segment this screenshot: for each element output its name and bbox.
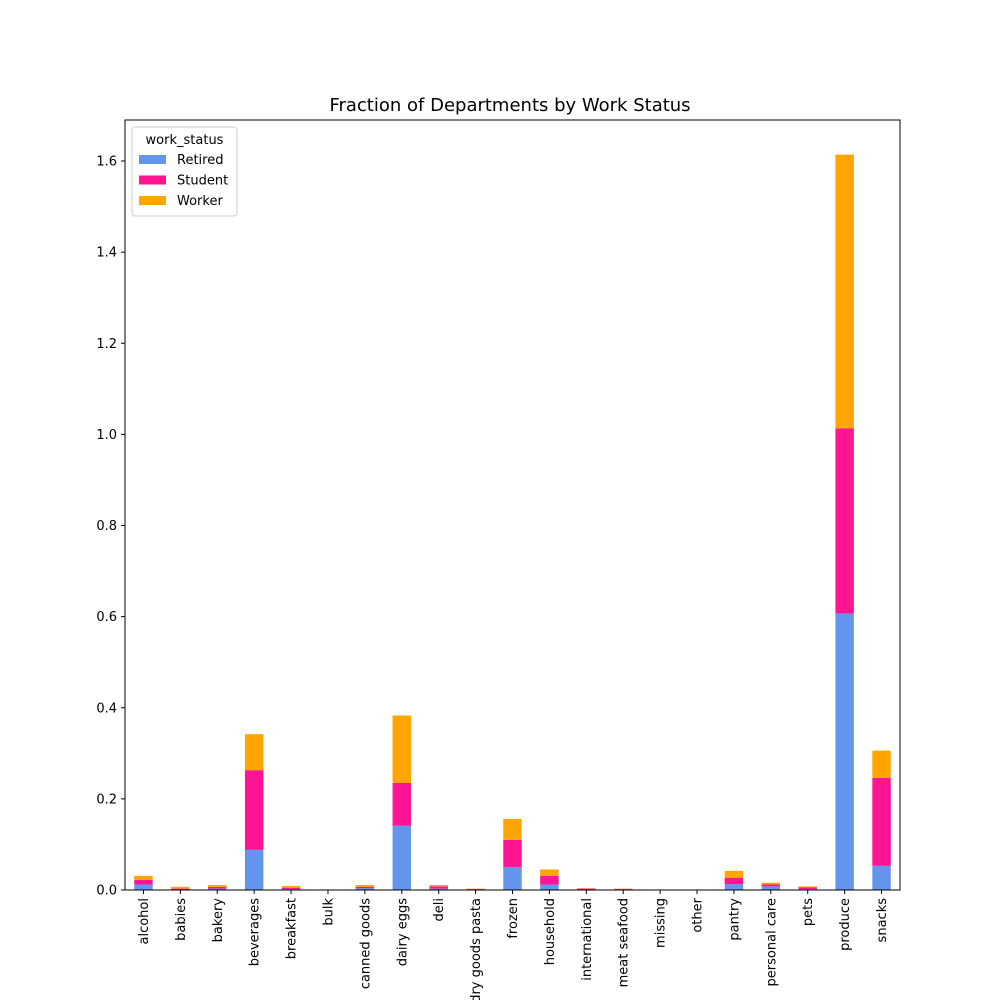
x-axis: alcohol babies bakery beverages breakfast bul…: [137, 890, 890, 1000]
x-tick-label: dry goods pasta: [469, 898, 484, 1000]
x-tick-label: dairy eggs: [395, 898, 410, 967]
bar-student-snacks: [872, 777, 891, 866]
bar-worker-produce: [835, 154, 854, 429]
x-tick-label: bakery: [211, 898, 226, 943]
y-tick-label: 1.0: [96, 428, 117, 443]
legend-title: work_status: [146, 133, 224, 148]
x-tick-label: personal care: [764, 898, 779, 986]
bar-worker-personal-care: [761, 882, 781, 885]
bar-student-pets: [798, 887, 817, 890]
bar-worker-breakfast: [281, 885, 301, 888]
bar-retired-beverages: [244, 849, 264, 890]
y-axis: 0.0 0.2 0.4 0.6 0.8 1.0 1.2 1.4 1.6: [96, 155, 125, 899]
bar-worker-dairy-eggs: [392, 715, 412, 783]
bar-retired-personal-care: [761, 886, 781, 890]
x-tick-label: babies: [174, 898, 189, 941]
legend-box: [131, 126, 238, 217]
bar-retired-household: [540, 884, 559, 890]
bar-student-breakfast: [281, 887, 301, 890]
x-tick-label: other: [691, 897, 706, 932]
plot-frame: [124, 119, 901, 891]
legend-label-retired: Retired: [177, 153, 223, 168]
x-tick-label: meat seafood: [617, 898, 632, 987]
x-tick-label: household: [543, 898, 558, 965]
y-tick-label: 0.2: [96, 792, 117, 807]
bar-student-bakery: [208, 886, 227, 889]
legend-swatch-worker: [139, 196, 166, 205]
legend-swatch-student: [139, 175, 166, 185]
bar-worker-bakery: [208, 884, 227, 887]
bar-retired-pantry: [724, 884, 744, 890]
bar-student-produce: [835, 428, 854, 614]
y-tick-label: 1.2: [96, 337, 117, 352]
x-tick-label: beverages: [248, 898, 263, 967]
bar-worker-deli: [429, 884, 448, 887]
bar-retired-dairy-eggs: [392, 825, 412, 890]
x-tick-label: canned goods: [358, 898, 373, 989]
x-tick-label: bulk: [321, 898, 336, 926]
bar-retired-bakery: [208, 888, 227, 890]
bar-student-deli: [429, 886, 448, 889]
x-tick-label: international: [580, 898, 595, 981]
y-tick-label: 0.8: [96, 519, 117, 534]
y-tick-label: 1.4: [96, 246, 117, 261]
legend-label-student: Student: [177, 174, 228, 189]
x-tick-label: deli: [432, 898, 447, 921]
x-tick-label: breakfast: [285, 898, 300, 959]
legend-label-worker: Worker: [177, 194, 223, 209]
bar-retired-snacks: [872, 865, 891, 890]
bar-worker-canned-goods: [355, 884, 375, 887]
bar-student-personal-care: [761, 884, 781, 887]
y-tick-label: 0.0: [96, 884, 117, 899]
bar-student-alcohol: [134, 879, 153, 885]
bar-worker-household: [540, 869, 559, 876]
bar-worker-beverages: [244, 734, 264, 771]
x-tick-label: frozen: [506, 898, 521, 939]
bar-worker-frozen: [503, 818, 522, 840]
bar-retired-canned-goods: [355, 888, 375, 890]
bar-student-frozen: [503, 839, 522, 868]
bar-student-canned-goods: [355, 886, 375, 889]
bar-worker-snacks: [872, 750, 891, 778]
y-tick-label: 1.6: [96, 155, 117, 170]
x-tick-label: missing: [654, 898, 669, 948]
x-tick-label: pantry: [727, 898, 742, 941]
bar-worker-pantry: [724, 870, 744, 878]
legend-items: Retired Student Worker: [139, 153, 228, 209]
bar-worker-pets: [798, 886, 817, 888]
bar-worker-alcohol: [134, 875, 153, 880]
bar-student-dairy-eggs: [392, 782, 412, 826]
x-tick-label: pets: [801, 898, 816, 926]
y-tick-label: 0.6: [96, 610, 117, 625]
y-tick-label: 0.4: [96, 701, 117, 716]
legend-swatch-retired: [139, 155, 166, 164]
bar-retired-deli: [429, 888, 448, 890]
bar-student-babies: [171, 888, 190, 890]
bar-student-international: [577, 888, 596, 890]
bar-worker-babies: [171, 886, 190, 889]
bar-retired-frozen: [503, 867, 522, 890]
bar-student-pantry: [724, 877, 744, 885]
bar-retired-alcohol: [134, 884, 153, 890]
bar-student-beverages: [244, 770, 264, 850]
x-tick-label: produce: [838, 898, 853, 951]
bar-retired-produce: [835, 613, 854, 890]
x-tick-label: snacks: [875, 898, 890, 943]
legend: work_status Retired Student Worker: [131, 126, 238, 217]
bars: [134, 154, 891, 890]
bar-student-household: [540, 875, 559, 885]
x-tick-label: alcohol: [137, 898, 152, 944]
chart-title: Fraction of Departments by Work Status: [329, 95, 690, 116]
